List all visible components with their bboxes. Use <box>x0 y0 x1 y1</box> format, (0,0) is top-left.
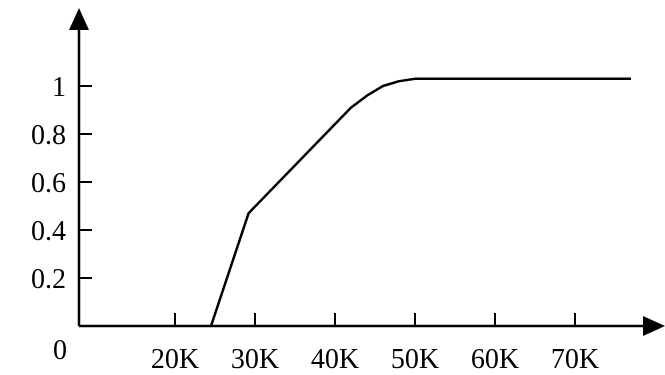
x-tick-label-30K: 30K <box>231 344 279 375</box>
series-line-0 <box>209 77 631 327</box>
x-tick-label-60K: 60K <box>471 344 519 375</box>
y-tick-label-0.2: 0.2 <box>31 264 66 295</box>
series-group <box>209 77 631 327</box>
y-tick-label-0.4: 0.4 <box>31 216 66 247</box>
y-tick-label-1: 1 <box>52 72 66 103</box>
x-tick-label-50K: 50K <box>391 344 439 375</box>
tick-labels: 20K 30K 40K 50K 60K 70K 0.2 0.4 0.6 0.8 1 <box>31 72 599 375</box>
axes <box>69 8 665 336</box>
origin-label: 0 <box>53 335 67 366</box>
y-tick-label-0.6: 0.6 <box>31 168 66 199</box>
x-tick-label-70K: 70K <box>551 344 599 375</box>
y-tick-label-0.8: 0.8 <box>31 120 66 151</box>
x-axis-arrow <box>643 316 665 336</box>
x-tick-label-20K: 20K <box>151 344 199 375</box>
y-axis-arrow <box>69 8 89 30</box>
x-tick-label-40K: 40K <box>311 344 359 375</box>
ticks <box>79 85 576 326</box>
